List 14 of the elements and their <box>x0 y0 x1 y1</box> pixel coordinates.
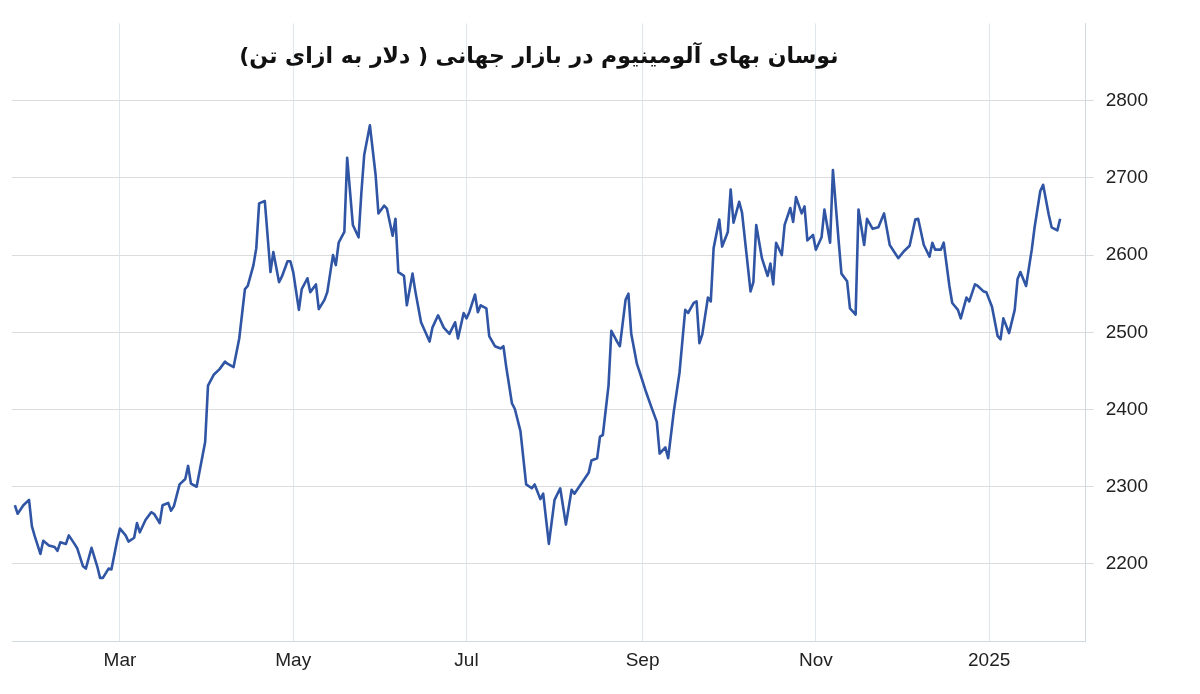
y-tick-label: 2200 <box>1105 552 1149 574</box>
y-tick-label: 2800 <box>1105 88 1149 110</box>
x-tick-label: Jul <box>454 648 479 670</box>
y-tick-label: 2500 <box>1105 320 1149 342</box>
x-tick-label: 2025 <box>968 648 1011 670</box>
x-tick-label: May <box>275 648 312 670</box>
y-tick-label: 2600 <box>1105 243 1149 265</box>
x-tick-label: Nov <box>798 648 834 670</box>
text: نوسان بهای آلومینیوم در بازار جهانی ( دلار به ازای تن) <box>239 41 839 70</box>
y-tick-label: 2300 <box>1105 474 1149 496</box>
y-tick-label: 2700 <box>1105 166 1149 188</box>
x-tick-label: Sep <box>625 648 660 670</box>
x-tick-label: Mar <box>103 648 137 670</box>
y-tick-label: 2400 <box>1105 397 1149 419</box>
